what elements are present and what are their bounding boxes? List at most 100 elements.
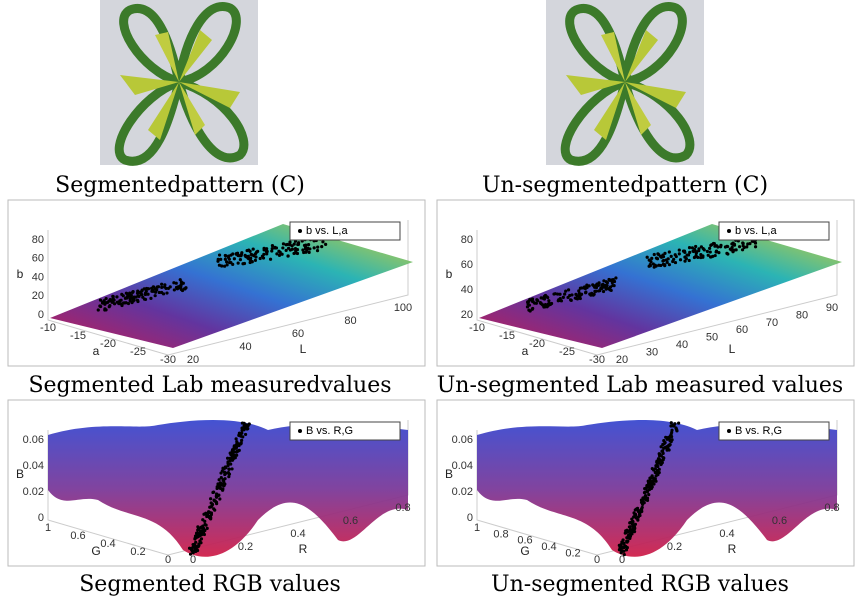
scatter-dot	[591, 283, 594, 286]
caption: Un-segmented Lab measured values	[437, 373, 843, 398]
scatter-dot	[564, 290, 567, 293]
scatter-dot	[237, 262, 240, 265]
scatter-dot	[656, 257, 659, 260]
scatter-dot	[229, 457, 232, 460]
scatter-dot	[206, 527, 209, 530]
scatter-dot	[613, 284, 616, 287]
scatter-dot	[124, 297, 127, 300]
scatter-dot	[99, 305, 102, 308]
x-tick-label: -10	[469, 322, 485, 334]
z-axis-label: B	[16, 467, 24, 481]
scatter-dot	[646, 256, 649, 259]
y-tick-label: 90	[826, 302, 838, 314]
scatter-dot	[244, 423, 247, 426]
scatter-dot	[688, 259, 691, 262]
figure: Segmentedpattern (C)Un-segmentedpattern …	[0, 0, 866, 599]
scatter-dot	[697, 247, 700, 250]
scatter-dot	[287, 247, 290, 250]
scatter-dot	[209, 497, 212, 500]
scatter-dot	[141, 288, 144, 291]
scatter-dot	[296, 243, 299, 246]
y-tick-label: 0.8	[824, 502, 839, 514]
scatter-dot	[584, 291, 587, 294]
scatter-dot	[183, 287, 186, 290]
scatter-dot	[703, 248, 706, 251]
scatter-dot	[251, 253, 254, 256]
scatter-dot	[110, 299, 113, 302]
scatter-dot	[562, 296, 565, 299]
y-tick-label: 100	[394, 302, 412, 314]
z-tick-label: 40	[461, 284, 473, 296]
scatter-dot	[191, 543, 194, 546]
scatter-dot	[234, 447, 237, 450]
scatter-dot	[212, 499, 215, 502]
scatter-dot	[528, 304, 531, 307]
scatter-dot	[661, 259, 664, 262]
scatter-dot	[708, 247, 711, 250]
z-tick-label: 0.06	[452, 434, 473, 446]
scatter-dot	[145, 290, 148, 293]
scatter-dot	[285, 243, 288, 246]
scatter-dot	[667, 448, 670, 451]
scatter-dot	[670, 255, 673, 258]
scatter-dot	[656, 465, 659, 468]
scatter-dot	[648, 259, 651, 262]
scatter-dot	[275, 252, 278, 255]
scatter-dot	[711, 255, 714, 258]
scatter-dot	[654, 264, 657, 267]
scatter-dot	[291, 248, 294, 251]
scatter-dot	[685, 254, 688, 257]
scatter-dot	[709, 250, 712, 253]
scatter-dot	[155, 288, 158, 291]
scatter-dot	[207, 515, 210, 518]
scatter-dot	[144, 293, 147, 296]
scatter-dot	[218, 478, 221, 481]
y-tick-label: 0.6	[343, 515, 358, 527]
scatter-dot	[277, 250, 280, 253]
scatter-dot	[265, 250, 268, 253]
scatter-dot	[647, 493, 650, 496]
z-tick-label: 0.04	[23, 460, 44, 472]
scatter-dot	[575, 297, 578, 300]
y-tick-label: 0.2	[667, 541, 682, 553]
x-tick-label: -30	[589, 354, 605, 366]
scatter-dot	[526, 301, 529, 304]
scatter-dot	[221, 489, 224, 492]
scatter-dot	[651, 467, 654, 470]
y-tick-label: 40	[239, 341, 251, 353]
scatter-dot	[658, 468, 661, 471]
scatter-dot	[197, 542, 200, 545]
scatter-dot	[215, 501, 218, 504]
scatter-dot	[196, 531, 199, 534]
scatter-dot	[188, 547, 191, 550]
scatter-dot	[638, 514, 641, 517]
scatter-dot	[717, 251, 720, 254]
scatter-dot	[150, 287, 153, 290]
scatter-dot	[566, 296, 569, 299]
scatter-dot	[218, 497, 221, 500]
scatter-dot	[649, 263, 652, 266]
scatter-dot	[269, 258, 272, 261]
y-tick-label: 0	[619, 554, 625, 566]
scatter-dot	[103, 308, 106, 311]
scatter-dot	[131, 291, 134, 294]
x-tick-label: 0.2	[130, 546, 145, 558]
scatter-dot	[145, 287, 148, 290]
legend-marker	[298, 429, 302, 433]
plot-3d: B vs. R,G0.060.040.02010.80.60.40.2000.2…	[437, 400, 854, 566]
scatter-dot	[600, 283, 603, 286]
legend-label: b vs. L,a	[306, 225, 348, 237]
scatter-dot	[678, 252, 681, 255]
scatter-dot	[99, 299, 102, 302]
scatter-dot	[754, 245, 757, 248]
scatter-dot	[149, 297, 152, 300]
scatter-dot	[212, 490, 215, 493]
x-axis-label: a	[522, 344, 529, 358]
scatter-dot	[234, 456, 237, 459]
scatter-dot	[675, 429, 678, 432]
scatter-dot	[664, 436, 667, 439]
scatter-dot	[238, 432, 241, 435]
scatter-dot	[125, 301, 128, 304]
scatter-dot	[229, 462, 232, 465]
z-tick-label: 80	[32, 234, 44, 246]
